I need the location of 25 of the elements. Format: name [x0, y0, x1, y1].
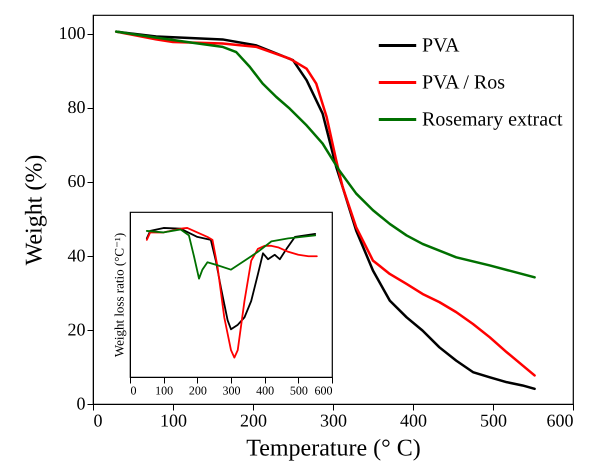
x-tick-label: 200: [188, 384, 207, 398]
y-tick-label: 40: [68, 245, 86, 266]
x-axis-title: Temperature (° C): [246, 436, 421, 462]
x-tick-label: 0: [94, 410, 102, 430]
legend-label: PVA / Ros: [422, 72, 506, 94]
x-tick-label: 300: [320, 410, 347, 430]
x-tick-label: 0: [130, 384, 136, 398]
x-tick-label: 300: [222, 384, 240, 398]
y-tick-label: 60: [68, 171, 86, 192]
x-tick-label: 100: [155, 384, 174, 398]
x-tick-label: 200: [240, 410, 267, 430]
legend-label: PVA: [422, 34, 460, 56]
x-tick-label: 100: [160, 410, 187, 430]
x-tick-label: 500: [480, 410, 507, 430]
y-axis-title: Weight (%): [22, 154, 48, 266]
x-tick-label: 400: [256, 384, 274, 398]
y-tick-label: 100: [58, 23, 86, 44]
y-tick-label: 20: [68, 319, 86, 340]
y-axis-title: Weight loss ratio (°C⁻¹): [112, 232, 126, 358]
legend-label: Rosemary extract: [422, 108, 563, 130]
x-tick-label: 400: [400, 410, 427, 430]
y-tick-label: 80: [68, 97, 86, 118]
x-tick-label: 600: [314, 384, 332, 398]
x-tick-label: 500: [290, 384, 308, 398]
x-tick-label: 600: [546, 410, 574, 430]
